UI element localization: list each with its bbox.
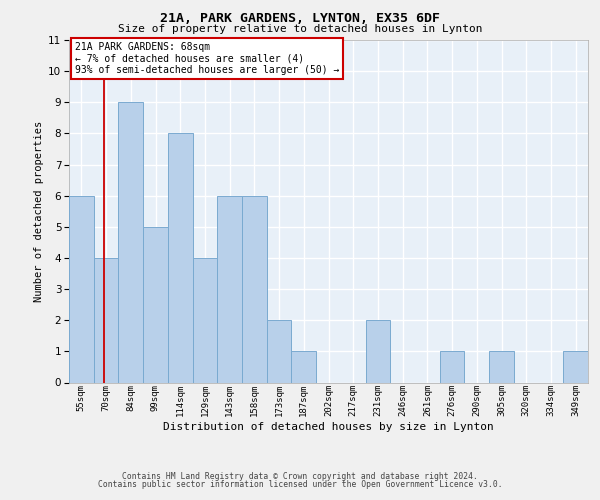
Bar [168, 134, 193, 382]
Text: Size of property relative to detached houses in Lynton: Size of property relative to detached ho… [118, 24, 482, 34]
Bar [242, 196, 267, 382]
Bar [440, 352, 464, 382]
Bar [143, 227, 168, 382]
Text: Contains HM Land Registry data © Crown copyright and database right 2024.: Contains HM Land Registry data © Crown c… [122, 472, 478, 481]
Bar [118, 102, 143, 382]
Bar [193, 258, 217, 382]
Bar [217, 196, 242, 382]
Bar [489, 352, 514, 382]
Text: 21A, PARK GARDENS, LYNTON, EX35 6DF: 21A, PARK GARDENS, LYNTON, EX35 6DF [160, 12, 440, 26]
Bar [563, 352, 588, 382]
Bar [94, 258, 118, 382]
Text: Contains public sector information licensed under the Open Government Licence v3: Contains public sector information licen… [98, 480, 502, 489]
Bar [292, 352, 316, 382]
Text: 21A PARK GARDENS: 68sqm
← 7% of detached houses are smaller (4)
93% of semi-deta: 21A PARK GARDENS: 68sqm ← 7% of detached… [75, 42, 340, 75]
Y-axis label: Number of detached properties: Number of detached properties [34, 120, 44, 302]
Bar [267, 320, 292, 382]
X-axis label: Distribution of detached houses by size in Lynton: Distribution of detached houses by size … [163, 422, 494, 432]
Bar [69, 196, 94, 382]
Bar [365, 320, 390, 382]
